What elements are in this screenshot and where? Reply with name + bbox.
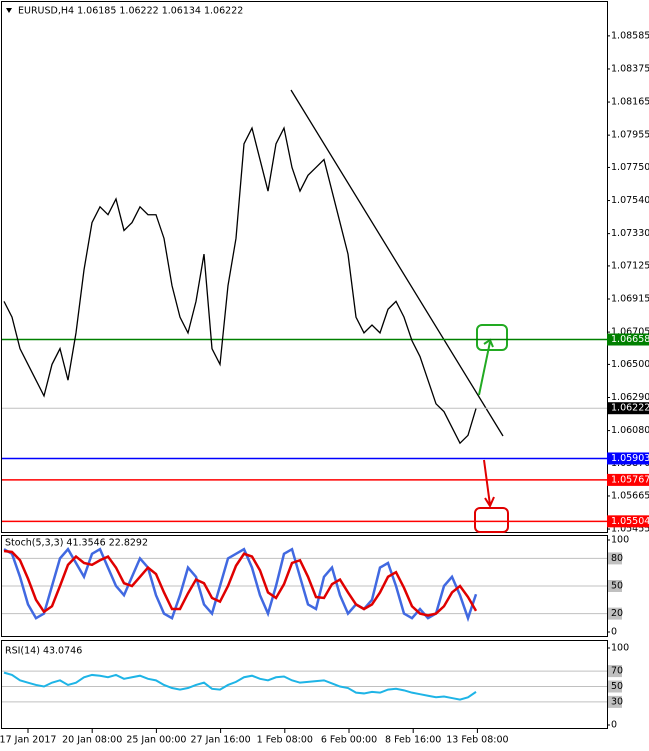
y-tick-label: 1.06915 bbox=[611, 294, 649, 305]
main-panel bbox=[1, 1, 608, 533]
y-tick-label: 50 bbox=[611, 681, 623, 692]
x-tick-label: 25 Jan 00:00 bbox=[126, 735, 186, 746]
y-tick-label: 0 bbox=[611, 627, 617, 638]
y-tick-label: 1.05665 bbox=[611, 490, 649, 501]
level-label-box bbox=[607, 473, 649, 486]
y-tick-label: 1.07125 bbox=[611, 260, 649, 271]
x-tick-label: 8 Feb 16:00 bbox=[385, 735, 441, 746]
y-tick-label: 100 bbox=[611, 643, 629, 654]
rsi-panel bbox=[1, 640, 608, 729]
y-tick-label: 1.06080 bbox=[611, 425, 649, 436]
stoch-panel bbox=[1, 535, 608, 637]
level-label-box bbox=[607, 333, 649, 346]
level-box bbox=[608, 665, 622, 678]
chart-title: EURUSD,H4 1.06185 1.06222 1.06134 1.0622… bbox=[18, 6, 243, 17]
price-line bbox=[3, 126, 477, 445]
level-box bbox=[608, 607, 622, 620]
y-tick-label: 1.08585 bbox=[611, 30, 649, 41]
y-tick-label: 1.08375 bbox=[611, 63, 649, 74]
x-tick-label: 13 Feb 08:00 bbox=[446, 735, 508, 746]
y-tick-label: 1.06290 bbox=[611, 392, 649, 403]
rsi-title: RSI(14) 43.0746 bbox=[5, 646, 82, 657]
y-tick-label: 30 bbox=[611, 696, 623, 707]
y-tick-label: 80 bbox=[611, 553, 623, 564]
level-box bbox=[608, 680, 622, 693]
level-box bbox=[608, 695, 622, 708]
level-label-box bbox=[607, 452, 649, 465]
x-tick-label: 20 Jan 08:00 bbox=[62, 735, 122, 746]
y-tick-label: 1.08165 bbox=[611, 97, 649, 108]
y-tick-label: 50 bbox=[611, 581, 623, 592]
y-tick-label: 1.05455 bbox=[611, 524, 649, 535]
arrow-up bbox=[478, 338, 494, 396]
y-tick-label: 1.06500 bbox=[611, 359, 649, 370]
collapse-icon bbox=[6, 8, 12, 13]
y-tick-label: 1.07955 bbox=[611, 130, 649, 141]
level-label: 1.05767 bbox=[611, 474, 649, 485]
level-label: 1.06658 bbox=[611, 334, 649, 345]
indicator-line bbox=[3, 547, 478, 623]
target-box-down bbox=[474, 507, 509, 533]
indicator-line bbox=[3, 549, 478, 617]
x-tick-label: 27 Jan 16:00 bbox=[191, 735, 251, 746]
stoch-title: Stoch(5,3,3) 41.3546 22.8292 bbox=[5, 538, 148, 549]
level-label-box bbox=[607, 515, 649, 528]
y-tick-label: 70 bbox=[611, 666, 623, 677]
y-tick-label: 20 bbox=[611, 608, 623, 619]
y-tick-label: 0 bbox=[611, 720, 617, 731]
indicator-line bbox=[3, 671, 477, 701]
last-price-box bbox=[607, 402, 649, 415]
x-tick-label: 17 Jan 2017 bbox=[0, 735, 56, 746]
last-price-label: 1.06222 bbox=[611, 403, 649, 414]
target-box-up bbox=[476, 324, 508, 351]
arrow-down bbox=[483, 459, 495, 509]
level-box bbox=[608, 552, 622, 565]
y-tick-label: 1.07750 bbox=[611, 162, 649, 173]
x-tick-label: 1 Feb 08:00 bbox=[257, 735, 313, 746]
x-tick-label: 6 Feb 00:00 bbox=[321, 735, 377, 746]
level-label: 1.05504 bbox=[611, 516, 649, 527]
y-tick-label: 1.07540 bbox=[611, 195, 649, 206]
level-box bbox=[608, 580, 622, 592]
trend-line bbox=[290, 89, 504, 437]
y-tick-label: 1.07330 bbox=[611, 228, 649, 239]
y-tick-label: 100 bbox=[611, 535, 629, 546]
y-tick-label: 1.06705 bbox=[611, 327, 649, 338]
level-label: 1.05903 bbox=[611, 453, 649, 464]
